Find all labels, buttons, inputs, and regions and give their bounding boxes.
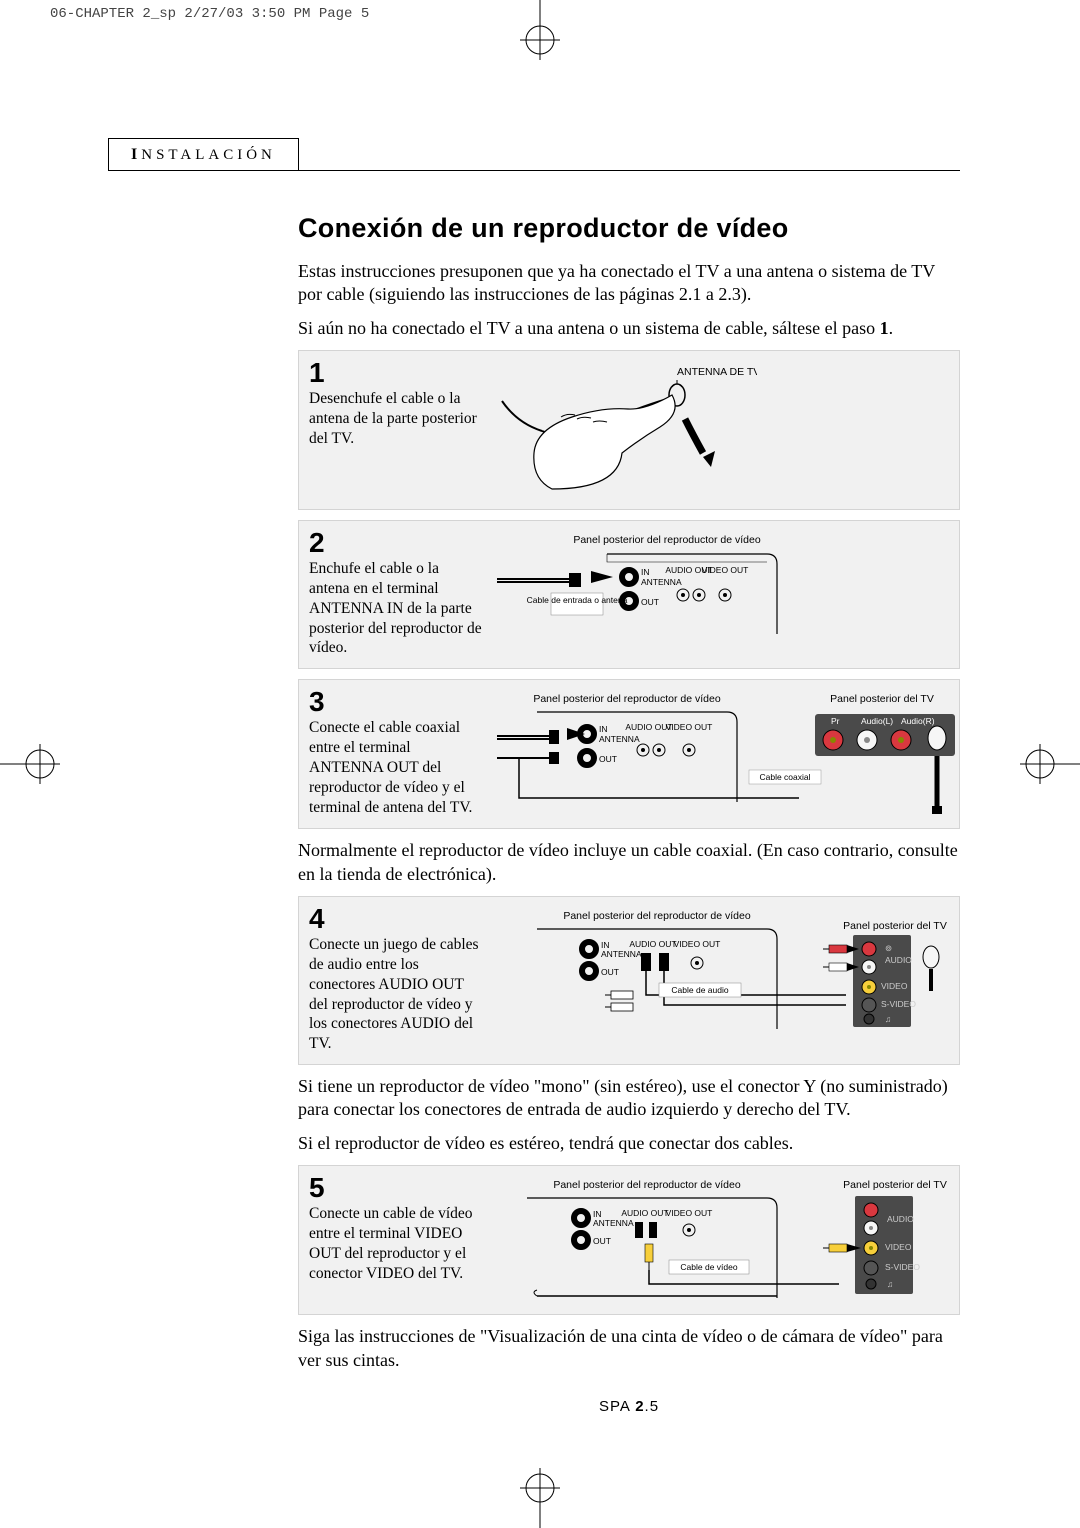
svg-text:ANTENNA: ANTENNA xyxy=(601,949,642,959)
svg-text:⊚: ⊚ xyxy=(885,943,892,953)
svg-text:OUT: OUT xyxy=(641,597,659,607)
footer-b: 2 xyxy=(635,1398,644,1415)
svg-text:VIDEO OUT: VIDEO OUT xyxy=(666,722,713,732)
svg-text:IN: IN xyxy=(641,567,650,577)
intro-2: Si aún no ha conectado el TV a una anten… xyxy=(298,317,960,340)
svg-text:Panel posterior del TV: Panel posterior del TV xyxy=(830,693,934,705)
svg-text:ANTENNA: ANTENNA xyxy=(599,734,640,744)
intro-2a: Si aún no ha conectado el TV a una anten… xyxy=(298,318,880,338)
step-2-num: 2 xyxy=(309,529,483,557)
svg-text:AUDIO: AUDIO xyxy=(885,955,912,965)
svg-text:Audio(R): Audio(R) xyxy=(901,716,935,726)
section-label: INSTALACIÓN xyxy=(108,138,299,171)
svg-text:Panel posterior del reproducto: Panel posterior del reproductor de vídeo xyxy=(563,910,751,922)
page-footer: SPA 2.5 xyxy=(298,1398,960,1415)
antenna-label: ANTENNA DE TV xyxy=(677,366,757,378)
step-3: 3 Conecte el cable coaxial entre el term… xyxy=(298,679,960,829)
svg-text:S-VIDEO: S-VIDEO xyxy=(881,999,916,1009)
svg-text:VIDEO: VIDEO xyxy=(881,981,908,991)
step-2: 2 Enchufe el cable o la antena en el ter… xyxy=(298,520,960,669)
page: INSTALACIÓN Conexión de un reproductor d… xyxy=(120,138,960,1415)
step-1: 1 Desenchufe el cable o la antena de la … xyxy=(298,350,960,510)
after-step4-b: Si el reproductor de vídeo es estéreo, t… xyxy=(298,1132,960,1155)
svg-text:Cable de vídeo: Cable de vídeo xyxy=(680,1262,737,1272)
after-step5: Siga las instrucciones de "Visualización… xyxy=(298,1325,960,1372)
svg-text:AUDIO OUT: AUDIO OUT xyxy=(629,939,676,949)
footer-a: SPA xyxy=(599,1398,635,1415)
step-1-diagram: ANTENNA DE TV xyxy=(497,359,949,499)
intro-2-bold: 1 xyxy=(880,318,889,338)
step-4-num: 4 xyxy=(309,905,483,933)
page-title: Conexión de un reproductor de vídeo xyxy=(298,213,960,244)
svg-text:IN: IN xyxy=(599,724,608,734)
svg-text:OUT: OUT xyxy=(601,967,619,977)
section-cap: I xyxy=(131,146,141,163)
step-5-num: 5 xyxy=(309,1174,483,1202)
svg-text:Cable coaxial: Cable coaxial xyxy=(759,772,810,782)
step-2-body: Enchufe el cable o la antena en el termi… xyxy=(309,560,482,656)
content: Conexión de un reproductor de vídeo Esta… xyxy=(298,213,960,1415)
step-5: 5 Conecte un cable de vídeo entre el ter… xyxy=(298,1165,960,1315)
svg-text:ANTENNA: ANTENNA xyxy=(641,577,682,587)
svg-text:Panel posterior del reproducto: Panel posterior del reproductor de vídeo xyxy=(573,534,761,546)
step-4: 4 Conecte un juego de cables de audio en… xyxy=(298,896,960,1065)
svg-text:Panel posterior del TV: Panel posterior del TV xyxy=(843,920,947,932)
after-step3: Normalmente el reproductor de vídeo incl… xyxy=(298,839,960,886)
svg-text:Panel posterior del reproducto: Panel posterior del reproductor de vídeo xyxy=(553,1179,741,1191)
step-2-diagram: Panel posterior del reproductor de vídeo… xyxy=(497,529,949,649)
step-5-text: 5 Conecte un cable de vídeo entre el ter… xyxy=(309,1174,483,1283)
svg-text:VIDEO: VIDEO xyxy=(885,1242,912,1252)
step-3-num: 3 xyxy=(309,688,483,716)
step-4-body: Conecte un juego de cables de audio entr… xyxy=(309,936,479,1052)
svg-text:♫: ♫ xyxy=(887,1279,893,1289)
footer-c: .5 xyxy=(645,1398,660,1415)
step-3-diagram: Panel posterior del reproductor de vídeo… xyxy=(497,688,957,818)
step-2-text: 2 Enchufe el cable o la antena en el ter… xyxy=(309,529,483,658)
svg-text:♫: ♫ xyxy=(885,1014,891,1024)
intro-2b: . xyxy=(889,318,894,338)
section-rest: NSTALACIÓN xyxy=(141,147,276,163)
svg-text:OUT: OUT xyxy=(599,754,617,764)
file-stamp: 06-CHAPTER 2_sp 2/27/03 3:50 PM Page 5 xyxy=(0,0,1080,28)
step-1-text: 1 Desenchufe el cable o la antena de la … xyxy=(309,359,483,448)
step-5-body: Conecte un cable de vídeo entre el termi… xyxy=(309,1205,473,1281)
svg-text:Cable de entrada o antena: Cable de entrada o antena xyxy=(527,595,628,605)
step-4-text: 4 Conecte un juego de cables de audio en… xyxy=(309,905,483,1054)
svg-text:AUDIO: AUDIO xyxy=(887,1214,914,1224)
svg-text:Pr: Pr xyxy=(831,716,840,726)
step-3-text: 3 Conecte el cable coaxial entre el term… xyxy=(309,688,483,817)
after-step4-a: Si tiene un reproductor de vídeo "mono" … xyxy=(298,1075,960,1122)
svg-text:OUT: OUT xyxy=(593,1236,611,1246)
svg-text:VIDEO OUT: VIDEO OUT xyxy=(674,939,721,949)
svg-text:Audio(L): Audio(L) xyxy=(861,716,893,726)
step-5-diagram: Panel posterior del reproductor de vídeo… xyxy=(497,1174,957,1304)
svg-text:VIDEO OUT: VIDEO OUT xyxy=(666,1208,713,1218)
svg-text:Panel posterior del TV: Panel posterior del TV xyxy=(843,1179,947,1191)
step-1-num: 1 xyxy=(309,359,483,387)
intro-1: Estas instrucciones presuponen que ya ha… xyxy=(298,260,960,307)
svg-text:S-VIDEO: S-VIDEO xyxy=(885,1262,920,1272)
step-1-body: Desenchufe el cable o la antena de la pa… xyxy=(309,390,477,447)
svg-text:Panel posterior del reproducto: Panel posterior del reproductor de vídeo xyxy=(533,693,721,705)
svg-text:VIDEO OUT: VIDEO OUT xyxy=(702,565,749,575)
svg-text:AUDIO OUT: AUDIO OUT xyxy=(621,1208,668,1218)
step-3-body: Conecte el cable coaxial entre el termin… xyxy=(309,719,472,815)
step-4-diagram: Panel posterior del reproductor de vídeo… xyxy=(497,905,957,1035)
svg-text:ANTENNA: ANTENNA xyxy=(593,1218,634,1228)
svg-text:Cable de audio: Cable de audio xyxy=(671,985,728,995)
